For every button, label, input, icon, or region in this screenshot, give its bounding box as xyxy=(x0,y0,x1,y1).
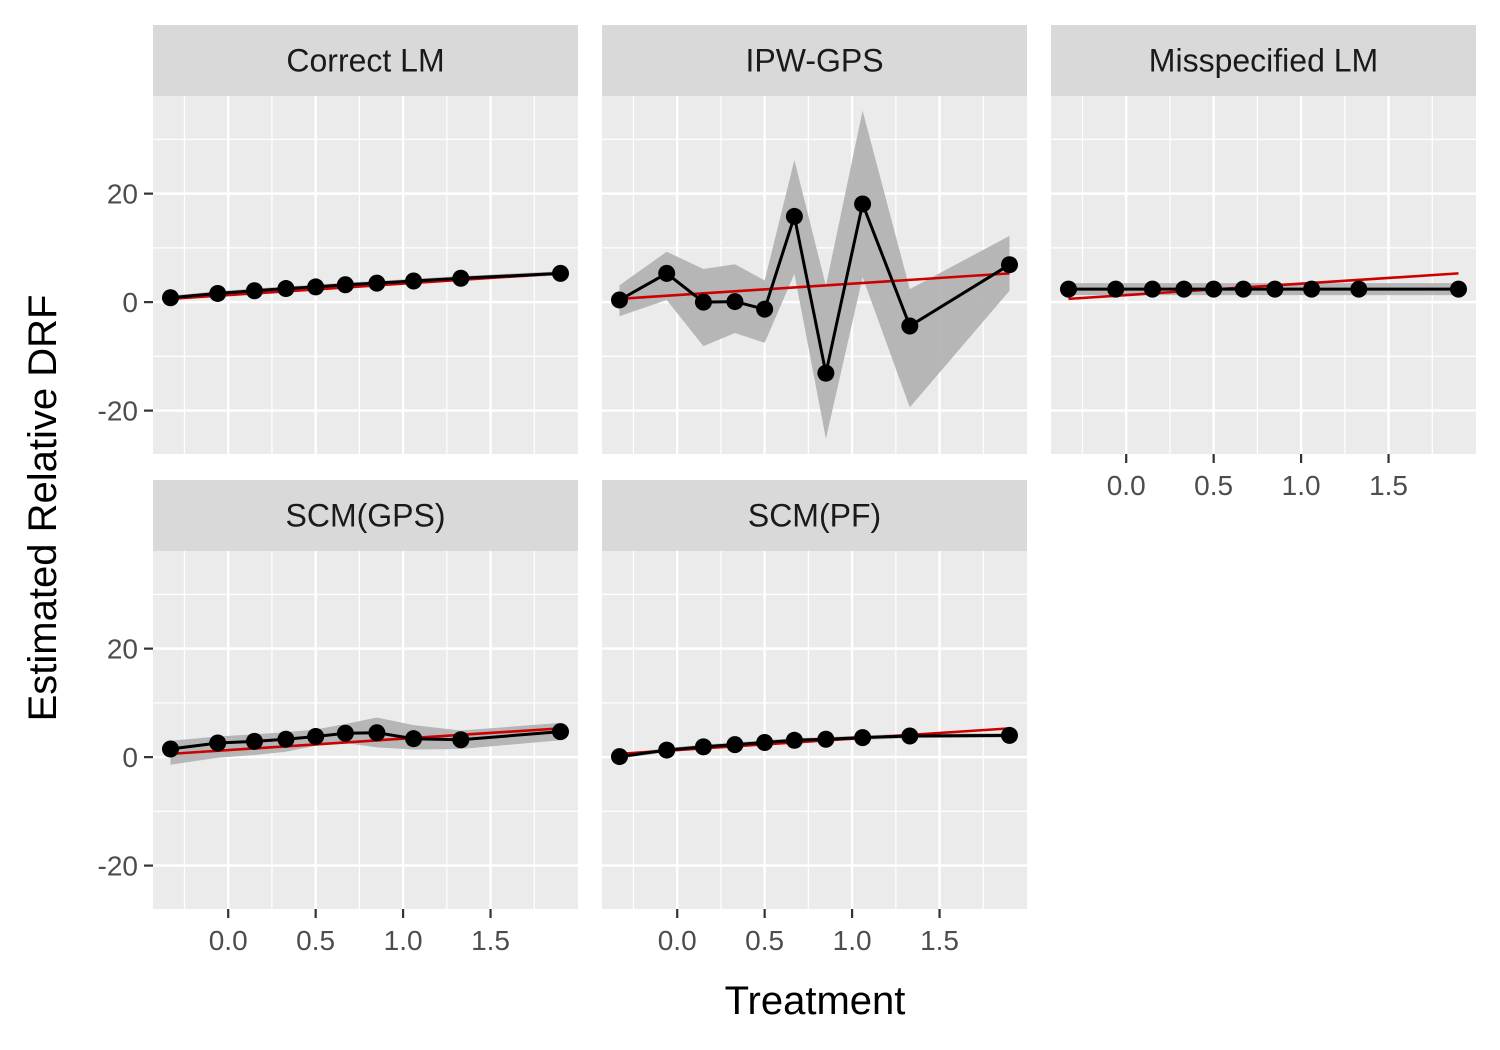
confidence-band xyxy=(619,110,1010,439)
facet-label: Misspecified LM xyxy=(1149,43,1378,79)
facet-strip xyxy=(1051,25,1476,96)
data-point xyxy=(161,289,179,307)
data-point xyxy=(817,730,835,748)
data-point xyxy=(1450,280,1468,298)
data-point xyxy=(1059,280,1077,298)
data-point xyxy=(658,741,676,759)
data-point xyxy=(854,195,872,213)
data-point xyxy=(1107,280,1125,298)
data-point xyxy=(785,207,803,225)
panel-ipw-gps: IPW-GPS xyxy=(602,25,1027,454)
data-point xyxy=(756,733,774,751)
facet-strip xyxy=(153,480,578,551)
y-tick-label: -20 xyxy=(98,396,138,427)
data-point xyxy=(452,731,470,749)
data-point xyxy=(756,300,774,318)
true-drf-line xyxy=(1068,272,1459,301)
data-point xyxy=(552,723,570,741)
data-point xyxy=(1205,280,1223,298)
data-point xyxy=(405,730,423,748)
data-point xyxy=(336,276,354,294)
x-tick-label: 1.0 xyxy=(384,925,423,956)
data-point xyxy=(245,732,263,750)
x-axis-title: Treatment xyxy=(725,979,906,1023)
data-point xyxy=(901,317,919,335)
x-tick-label: 1.0 xyxy=(833,925,872,956)
y-tick-label: 0 xyxy=(122,287,138,318)
facet-strip xyxy=(153,25,578,96)
x-tick-label: 1.5 xyxy=(471,925,510,956)
data-point xyxy=(1303,280,1321,298)
panel-misspecified-lm: Misspecified LM 0.0 0.5 1.0 1.5 xyxy=(1051,25,1476,501)
data-point xyxy=(726,736,744,754)
data-point xyxy=(277,730,295,748)
panels-layer: Correct LM -20 0 20 IPW-GPS Misspecified LM 0.… xyxy=(98,25,1476,956)
facet-strip xyxy=(602,25,1027,96)
data-point xyxy=(694,738,712,756)
estimate-line xyxy=(170,271,561,300)
data-point xyxy=(209,284,227,302)
data-point xyxy=(552,264,570,282)
facet-label: SCM(GPS) xyxy=(286,498,446,534)
true-drf-line xyxy=(619,272,1010,301)
data-point xyxy=(610,291,628,309)
panel-background xyxy=(602,551,1027,909)
data-point xyxy=(658,264,676,282)
facet-strip xyxy=(602,480,1027,551)
data-point xyxy=(694,293,712,311)
x-tick-label: 0.5 xyxy=(296,925,335,956)
data-point xyxy=(307,278,325,296)
data-point xyxy=(854,729,872,747)
data-point xyxy=(405,272,423,290)
data-point xyxy=(726,293,744,311)
data-point xyxy=(368,274,386,292)
data-point xyxy=(307,728,325,746)
data-point xyxy=(245,282,263,300)
data-point xyxy=(610,748,628,766)
data-point xyxy=(161,740,179,758)
x-tick-label: 1.0 xyxy=(1282,470,1321,501)
x-tick-label: 0.0 xyxy=(209,925,248,956)
estimate-line xyxy=(619,733,1010,759)
panel-background xyxy=(1051,96,1476,454)
true-drf-line xyxy=(170,727,561,756)
x-tick-label: 1.5 xyxy=(1369,470,1408,501)
data-point xyxy=(785,731,803,749)
data-point xyxy=(209,734,227,752)
panel-scm-pf: SCM(PF) 0.0 0.5 1.0 1.5 xyxy=(602,480,1027,956)
x-tick-label: 0.5 xyxy=(745,925,784,956)
data-point xyxy=(368,724,386,742)
panel-correct-lm: Correct LM -20 0 20 xyxy=(98,25,578,454)
data-point xyxy=(1234,280,1252,298)
data-point xyxy=(1266,280,1284,298)
estimate-line xyxy=(170,730,561,751)
x-tick-label: 1.5 xyxy=(920,925,959,956)
data-point xyxy=(1001,726,1019,744)
y-tick-label: 20 xyxy=(107,634,138,665)
data-point xyxy=(1175,280,1193,298)
y-axis-title: Estimated Relative DRF xyxy=(21,295,65,722)
data-point xyxy=(277,280,295,298)
y-tick-label: 0 xyxy=(122,742,138,773)
data-point xyxy=(1001,256,1019,274)
data-point xyxy=(1350,280,1368,298)
x-tick-label: 0.5 xyxy=(1194,470,1233,501)
data-point xyxy=(901,727,919,745)
estimate-line xyxy=(618,198,1011,374)
x-tick-label: 0.0 xyxy=(658,925,697,956)
facet-label: SCM(PF) xyxy=(748,498,881,534)
panel-scm-gps: SCM(GPS) -20 0 20 0.0 0.5 1.0 1.5 xyxy=(98,480,578,956)
y-tick-label: -20 xyxy=(98,851,138,882)
y-tick-label: 20 xyxy=(107,179,138,210)
x-tick-label: 0.0 xyxy=(1107,470,1146,501)
data-point xyxy=(1143,280,1161,298)
facet-label: Correct LM xyxy=(286,43,444,79)
facet-label: IPW-GPS xyxy=(745,43,883,79)
data-point xyxy=(336,724,354,742)
data-point xyxy=(817,364,835,382)
data-point xyxy=(452,269,470,287)
